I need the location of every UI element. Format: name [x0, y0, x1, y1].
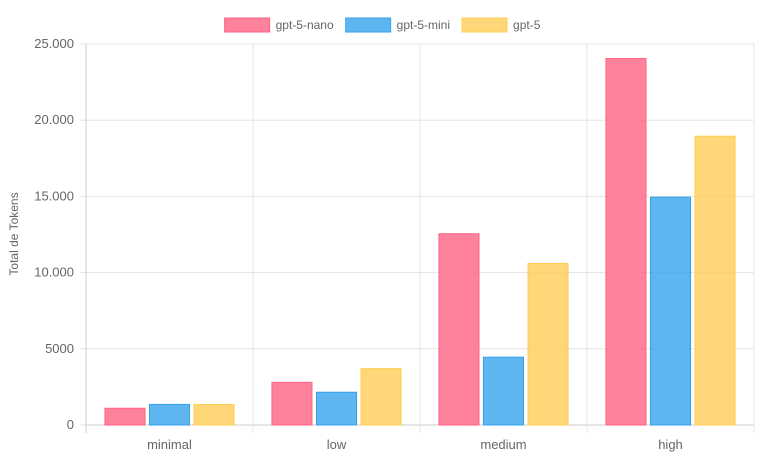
x-tick-label-high: high: [658, 437, 683, 452]
legend-label: gpt-5-mini: [397, 18, 450, 32]
bar-gpt-5-mini-minimal[interactable]: [148, 403, 191, 426]
legend-swatch: [345, 17, 392, 33]
bar-gpt-5-high[interactable]: [694, 135, 736, 426]
bar-gpt-5-medium[interactable]: [527, 262, 569, 426]
x-tick-label-medium: medium: [480, 437, 526, 452]
gridlines: [80, 43, 755, 433]
bars: [104, 57, 736, 426]
bar-gpt-5-nano-low[interactable]: [271, 381, 313, 426]
legend-swatch: [461, 17, 508, 33]
legend[interactable]: gpt-5-nano gpt-5-mini gpt-5: [224, 17, 541, 33]
y-tick-label: 20.000: [34, 112, 74, 127]
legend-label: gpt-5-nano: [276, 18, 334, 32]
bar-gpt-5-mini-high[interactable]: [649, 196, 692, 426]
bar-gpt-5-nano-high[interactable]: [605, 57, 647, 426]
y-tick-label: 0: [67, 417, 74, 432]
bar-gpt-5-mini-medium[interactable]: [482, 356, 525, 426]
y-tick-label: 5000: [45, 341, 74, 356]
legend-swatch: [224, 17, 271, 33]
bar-gpt-5-mini-low[interactable]: [315, 391, 358, 426]
bar-gpt-5-minimal[interactable]: [193, 403, 235, 426]
legend-item-gpt-5-nano[interactable]: gpt-5-nano: [224, 17, 334, 33]
bar-gpt-5-nano-minimal[interactable]: [104, 407, 146, 426]
y-tick-label: 15.000: [34, 188, 74, 203]
y-axis-title: Total de Tokens: [7, 192, 21, 275]
legend-item-gpt-5-mini[interactable]: gpt-5-mini: [345, 17, 450, 33]
x-axis-ticks: minimal low medium high: [147, 437, 683, 452]
bar-gpt-5-low[interactable]: [360, 368, 402, 426]
y-tick-label: 25.000: [34, 36, 74, 51]
bar-gpt-5-nano-medium[interactable]: [438, 233, 480, 426]
x-tick-label-minimal: minimal: [147, 437, 192, 452]
y-tick-label: 10.000: [34, 265, 74, 280]
y-axis-ticks: 0 5000 10.000 15.000 20.000 25.000: [34, 36, 74, 432]
x-tick-label-low: low: [327, 437, 347, 452]
legend-item-gpt-5[interactable]: gpt-5: [461, 17, 541, 33]
legend-label: gpt-5: [513, 18, 541, 32]
